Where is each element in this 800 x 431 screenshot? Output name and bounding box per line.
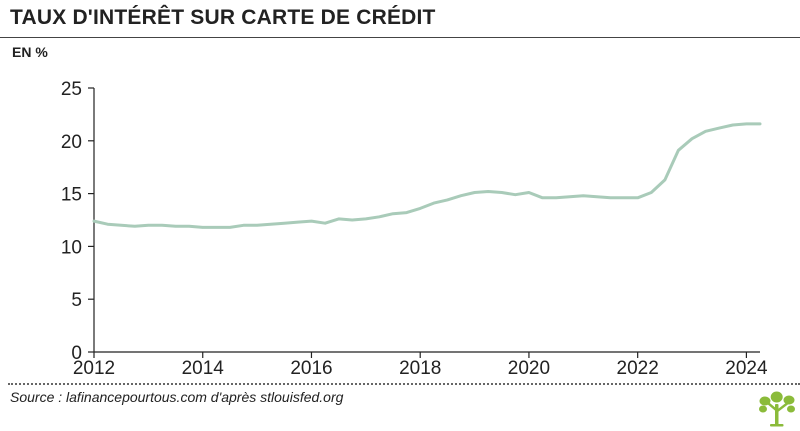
y-axis-unit-label: EN % xyxy=(12,44,48,60)
tree-logo-icon xyxy=(759,391,795,427)
y-tick-label: 0 xyxy=(71,343,82,364)
axes xyxy=(93,88,760,353)
y-tick-label: 10 xyxy=(61,237,82,258)
y-tick-label: 20 xyxy=(61,132,82,153)
series-line xyxy=(92,122,762,229)
y-ticks: 0 5 10 15 20 25 xyxy=(61,79,94,364)
x-tick-label: 2018 xyxy=(399,358,441,379)
x-tick-label: 2024 xyxy=(725,358,768,379)
y-tick-label: 5 xyxy=(71,290,82,311)
chart-title: TAUX D'INTÉRÊT SUR CARTE DE CRÉDIT xyxy=(10,6,436,29)
footer-divider xyxy=(8,383,800,385)
x-tick-label: 2020 xyxy=(508,358,550,379)
x-tick-label: 2016 xyxy=(290,358,332,379)
x-ticks: 2012 2014 2016 2018 2020 2022 2024 xyxy=(73,352,768,379)
title-divider xyxy=(0,37,800,38)
source-note: Source : lafinancepourtous.com d'après s… xyxy=(10,389,344,405)
y-tick-label: 25 xyxy=(61,79,82,100)
series-layer xyxy=(92,122,762,229)
x-tick-label: 2022 xyxy=(617,358,659,379)
x-tick-label: 2014 xyxy=(182,358,225,379)
y-tick-label: 15 xyxy=(61,185,82,206)
x-tick-label: 2012 xyxy=(73,358,115,379)
